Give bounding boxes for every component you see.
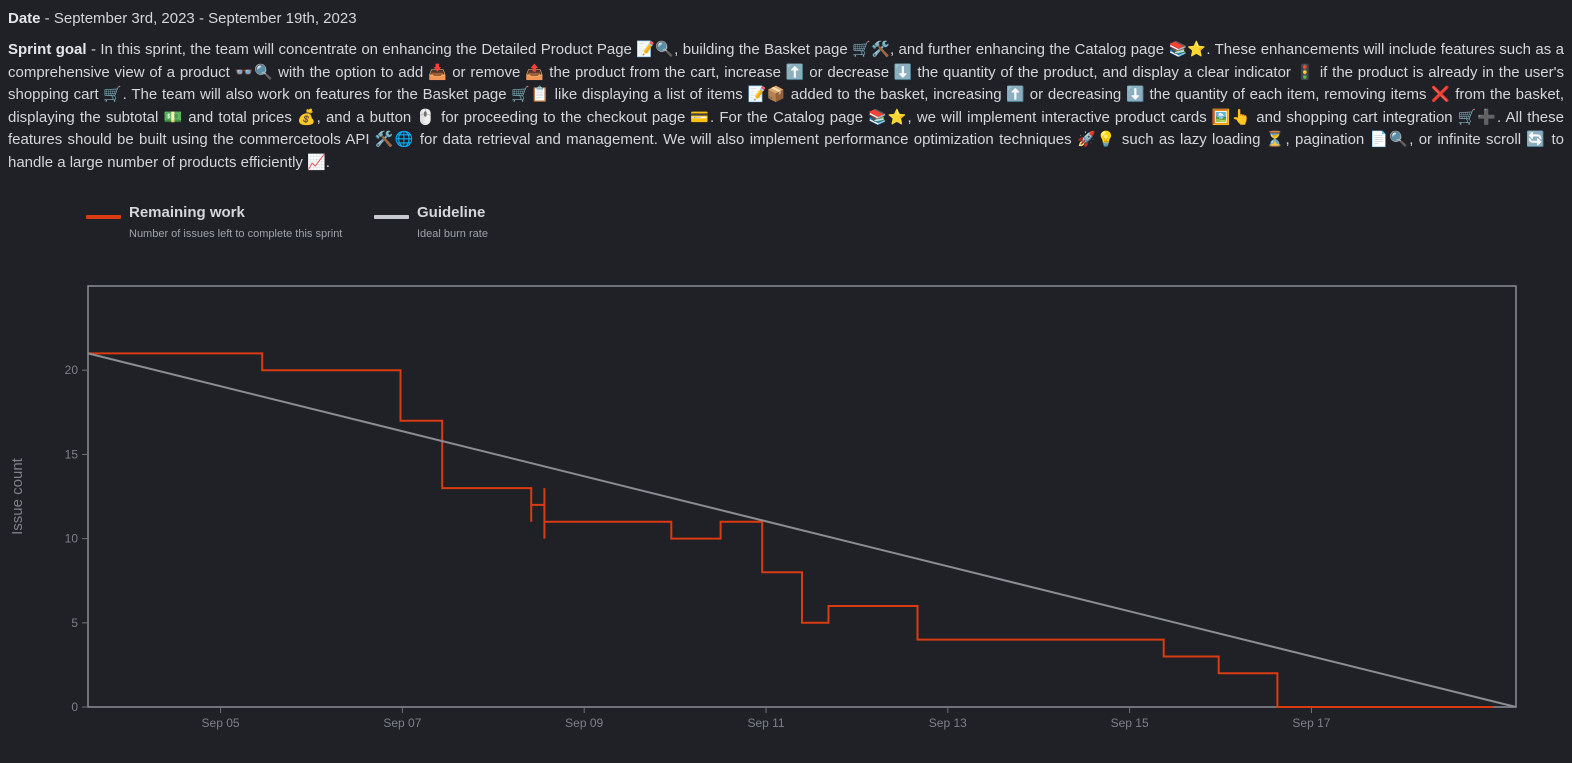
legend-title-remaining-work: Remaining work [129,204,245,221]
legend-subtitle-remaining-work: Number of issues left to complete this s… [129,228,343,240]
burndown-chart: 0 5 10 15 20 Sep 05 Sep 07 Sep 09 Sep 11 Sep 13 Se… [9,285,1517,730]
x-tick-label: Sep 09 [565,716,603,730]
x-tick-label: Sep 17 [1292,716,1330,730]
x-tick-label: Sep 11 [747,716,784,730]
sprint-date: Date - September 3rd, 2023 - September 1… [8,9,1564,29]
x-tick-label: Sep 07 [383,716,421,730]
series-line-guideline [87,352,1517,708]
series-line-remaining-work [88,352,1494,708]
date-value: - September 3rd, 2023 - September 19th, … [40,10,357,27]
x-tick-label: Sep 13 [929,716,967,730]
y-tick-label: 5 [71,616,78,630]
x-tick-label: Sep 15 [1111,716,1149,730]
y-tick-label: 15 [65,447,79,461]
legend-subtitle-guideline: Ideal burn rate [417,228,488,240]
y-tick-label: 0 [71,700,78,714]
legend-swatch-remaining-work [86,215,121,219]
sprint-goal-text: - In this sprint, the team will concentr… [8,41,1564,171]
plot-frame [87,285,1517,708]
sprint-goal-label: Sprint goal [8,41,87,58]
y-axis-label: Issue count [9,457,26,535]
chart-legend: Remaining work Number of issues left to … [86,204,546,244]
sprint-goal: Sprint goal - In this sprint, the team w… [8,39,1564,174]
legend-swatch-guideline [374,215,409,219]
legend-title-guideline: Guideline [417,204,486,221]
y-tick-label: 10 [65,532,79,546]
y-tick-label: 20 [65,363,79,377]
date-label: Date [8,10,41,27]
x-tick-label: Sep 05 [202,716,240,730]
